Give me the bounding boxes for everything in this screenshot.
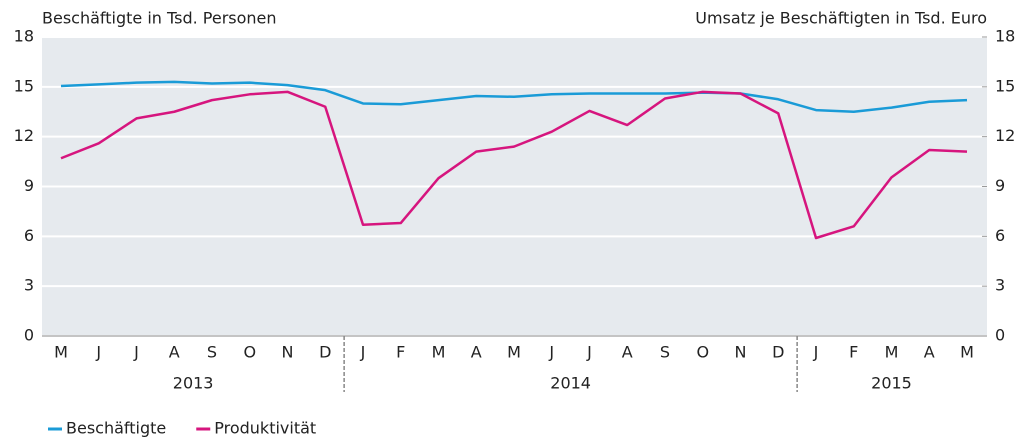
- x-tick-label: D: [772, 343, 784, 362]
- x-tick-label: J: [813, 343, 819, 362]
- legend-label: Produktivität: [214, 419, 316, 438]
- x-tick-label: M: [54, 343, 68, 362]
- x-tick-label: J: [360, 343, 366, 362]
- x-tick-label: S: [207, 343, 217, 362]
- x-tick-label: J: [586, 343, 592, 362]
- x-tick-label: A: [924, 343, 935, 362]
- legend-label: Beschäftigte: [66, 419, 166, 438]
- y-tick-label: 18: [14, 27, 34, 46]
- year-label: 2013: [173, 374, 214, 393]
- y-tick-label: 9: [24, 176, 34, 195]
- x-tick-label: F: [396, 343, 405, 362]
- x-tick-label: M: [432, 343, 446, 362]
- line-series: [60, 80, 968, 113]
- x-tick-label: S: [660, 343, 670, 362]
- y-tick-label: 3: [24, 276, 34, 295]
- x-tick-label: N: [735, 343, 747, 362]
- y2-tick-label: 0: [995, 326, 1005, 345]
- line-series: [60, 90, 968, 240]
- x-tick-label: D: [319, 343, 331, 362]
- x-tick-label: M: [507, 343, 521, 362]
- y2-tick-label: 12: [995, 126, 1015, 145]
- x-tick-label: J: [95, 343, 101, 362]
- y2-tick-label: 6: [995, 226, 1005, 245]
- year-label: 2014: [550, 374, 591, 393]
- x-tick-label: J: [548, 343, 554, 362]
- y2-tick-label: 15: [995, 76, 1015, 95]
- y-tick-label: 0: [24, 326, 34, 345]
- y-axis-label: Beschäftigte in Tsd. Personen: [42, 9, 277, 28]
- x-tick-label: N: [282, 343, 294, 362]
- x-tick-label: F: [849, 343, 858, 362]
- x-tick-label: A: [169, 343, 180, 362]
- x-tick-label: M: [960, 343, 974, 362]
- y2-tick-label: 9: [995, 176, 1005, 195]
- x-tick-label: O: [243, 343, 256, 362]
- x-tick-label: O: [696, 343, 709, 362]
- x-tick-label: A: [622, 343, 633, 362]
- y-tick-label: 6: [24, 226, 34, 245]
- y-tick-label: 12: [14, 126, 34, 145]
- x-tick-label: J: [133, 343, 139, 362]
- x-tick-label: M: [885, 343, 899, 362]
- y2-axis-label: Umsatz je Beschäftigten in Tsd. Euro: [695, 9, 987, 28]
- y-tick-label: 15: [14, 76, 34, 95]
- year-label: 2015: [871, 374, 912, 393]
- y2-tick-label: 18: [995, 27, 1015, 46]
- y2-tick-label: 3: [995, 276, 1005, 295]
- x-tick-label: A: [471, 343, 482, 362]
